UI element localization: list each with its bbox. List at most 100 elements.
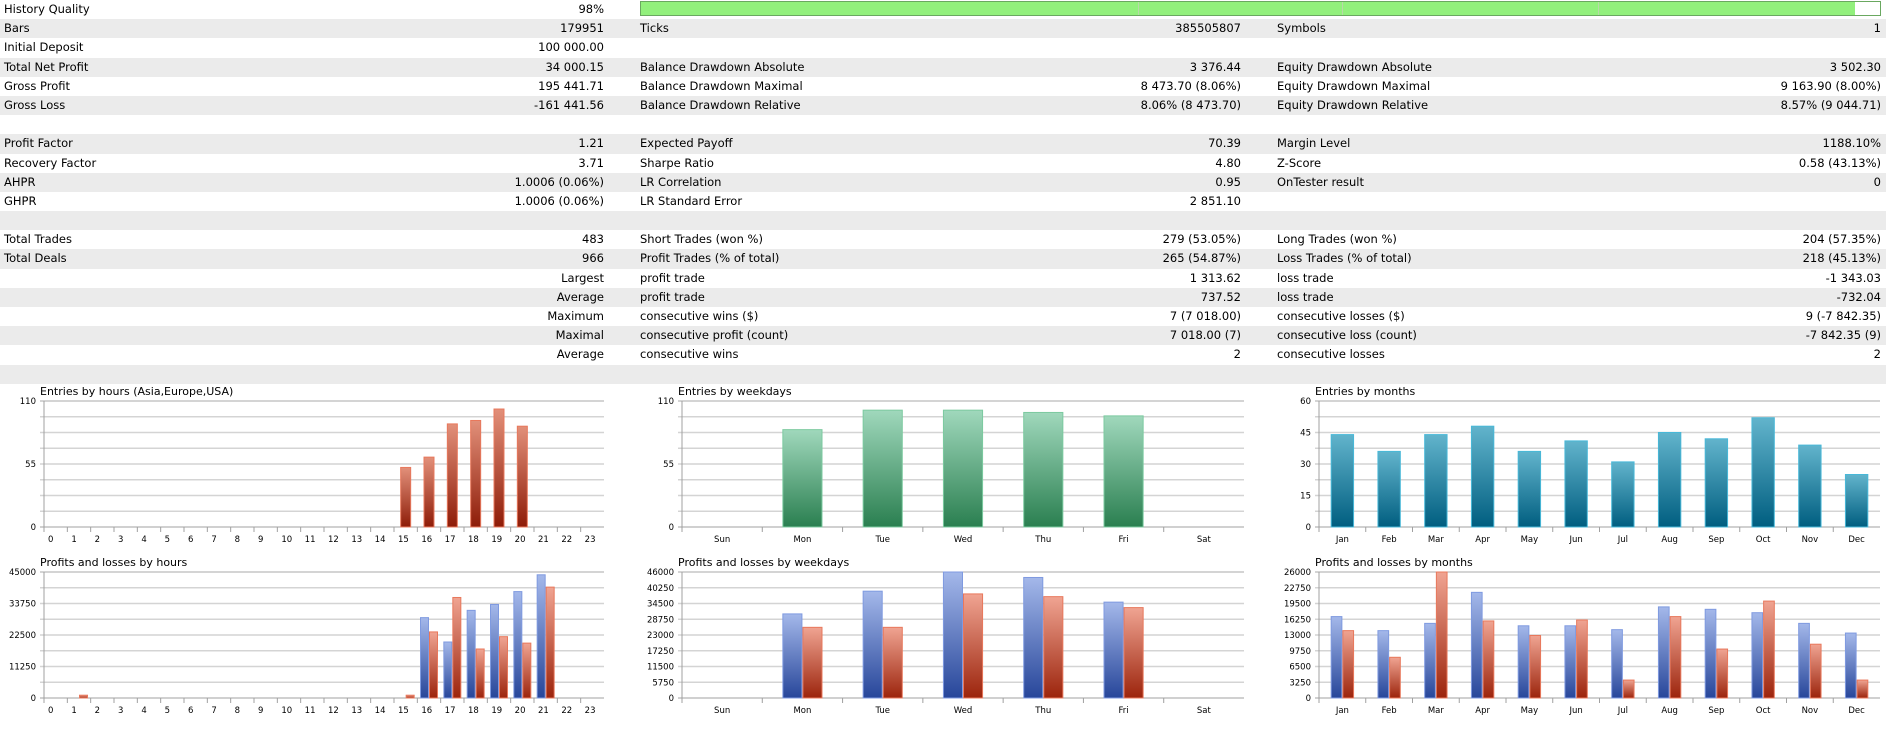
stat-value: 195 441.71	[538, 78, 604, 93]
x-tick-label: 14	[375, 706, 386, 716]
chart-title: Entries by hours (Asia,Europe,USA)	[40, 385, 234, 398]
stat-label: Balance Drawdown Relative	[640, 97, 801, 112]
x-tick-label: Dec	[1848, 535, 1865, 545]
x-tick-label: Thu	[1034, 535, 1051, 545]
x-tick-label: Tue	[874, 535, 890, 545]
stat-value: 1.0006 (0.06%)	[514, 174, 604, 189]
bar-losses-thu	[1043, 596, 1064, 699]
stat-label: Balance Drawdown Maximal	[640, 78, 803, 93]
x-tick-label: 13	[351, 535, 362, 545]
x-tick-label: 15	[398, 706, 409, 716]
chart-entries-by-hours: Entries by hours (Asia,Europe,USA) 110 55 0…	[0, 384, 610, 554]
x-tick-label: Sun	[714, 706, 730, 716]
x-tick-label: Feb	[1382, 706, 1397, 716]
stat-value: 966	[582, 251, 604, 266]
x-tick-label: 6	[188, 535, 193, 545]
bar-profits-dec	[1844, 632, 1857, 699]
x-tick-label: 1	[71, 706, 76, 716]
x-tick-label: Oct	[1756, 706, 1771, 716]
stat-value: 0.58 (43.13%)	[1798, 155, 1881, 170]
row-history-quality: History Quality 98%	[0, 0, 1886, 19]
y-tick-label: 40250	[647, 584, 674, 594]
bar-profits-aug	[1657, 606, 1670, 699]
bar-profits-feb	[1377, 630, 1390, 699]
y-tick-label: 34500	[647, 600, 674, 610]
bar-losses-15	[405, 694, 415, 699]
x-tick-label: 11	[305, 535, 316, 545]
x-tick-label: 21	[538, 535, 549, 545]
x-tick-label: 5	[165, 706, 170, 716]
stats-row: Gross Loss -161 441.56 Balance Drawdown Re…	[0, 95, 1886, 116]
stat-label: GHPR	[4, 193, 37, 208]
bar-entries-mon	[782, 429, 823, 528]
y-tick-label: 0	[1306, 694, 1311, 704]
x-tick-label: May	[1521, 535, 1539, 545]
x-tick-label: 0	[48, 535, 53, 545]
x-tick-label: 3	[118, 706, 123, 716]
y-tick-label: 26000	[1284, 568, 1311, 578]
x-tick-label: 5	[165, 535, 170, 545]
stat-value: Average	[556, 289, 604, 304]
stat-label: Long Trades (won %)	[1277, 232, 1397, 247]
stat-label: Equity Drawdown Maximal	[1277, 78, 1431, 93]
x-tick-label: Fri	[1119, 706, 1129, 716]
bar-profits-apr	[1470, 591, 1483, 699]
bar-entries-may	[1517, 450, 1542, 528]
x-tick-label: 9	[258, 535, 263, 545]
x-tick-label: Dec	[1848, 706, 1865, 716]
y-tick-label: 15	[1300, 492, 1311, 502]
bar-entries-20	[516, 425, 528, 528]
stat-label: Gross Profit	[4, 78, 71, 93]
stat-value: 9 (-7 842.35)	[1805, 309, 1881, 323]
x-tick-label: 10	[281, 535, 292, 545]
bar-profits-mar	[1424, 622, 1436, 699]
bar-entries-sep	[1704, 438, 1729, 528]
stats-row: Total Deals 966 Profit Trades (% of total)…	[0, 249, 1886, 269]
bar-profits-19	[490, 603, 499, 699]
chart-profits-losses-by-months: Profits and losses by months 26000 22750 19…	[1277, 555, 1886, 730]
stat-value: -732.04	[1836, 289, 1881, 304]
x-tick-label: 20	[515, 535, 526, 545]
y-tick-label: 17250	[647, 647, 674, 657]
stats-rows: Bars 179951 Ticks 385505807 Symbols 1 Initial …	[0, 19, 1886, 384]
x-tick-label: 7	[211, 706, 216, 716]
stat-value: Average	[556, 347, 604, 362]
y-tick-label: 22500	[9, 631, 36, 641]
stat-value: 737.52	[1200, 289, 1241, 304]
x-tick-label: Sat	[1197, 535, 1212, 545]
stat-value: 3 502.30	[1829, 59, 1881, 74]
bar-losses-tue	[882, 626, 903, 699]
x-tick-label: 16	[421, 706, 432, 716]
y-tick-label: 6500	[1289, 663, 1311, 673]
x-tick-label: Mon	[793, 706, 811, 716]
stat-value: 2	[1233, 347, 1241, 362]
stat-value: 3 376.44	[1189, 59, 1241, 74]
stats-row: AHPR 1.0006 (0.06%) LR Correlation 0.95 OnTe…	[0, 172, 1886, 192]
x-tick-label: Jan	[1335, 706, 1349, 716]
stat-label: Margin Level	[1277, 136, 1351, 151]
stat-value: 8.06% (8 473.70)	[1140, 97, 1241, 112]
stat-value: -161 441.56	[534, 97, 604, 112]
stats-row	[0, 211, 1886, 231]
bar-profits-mon	[782, 613, 803, 699]
bar-profits-jun	[1564, 625, 1577, 699]
stat-value: 265 (54.87%)	[1162, 251, 1241, 266]
x-tick-label: 23	[585, 535, 596, 545]
stat-value: 7 018.00 (7)	[1169, 328, 1241, 343]
stat-value: Maximum	[547, 309, 604, 323]
x-tick-label: Mon	[793, 535, 811, 545]
history-quality-fill	[641, 2, 1856, 15]
x-tick-label: Feb	[1382, 535, 1397, 545]
bar-profits-sep	[1704, 608, 1717, 699]
x-tick-label: Jul	[1617, 706, 1628, 716]
stat-label: Total Deals	[4, 251, 67, 266]
bar-entries-tue	[862, 409, 903, 528]
stat-label: profit trade	[640, 289, 705, 304]
x-tick-label: 15	[398, 535, 409, 545]
bar-losses-feb	[1389, 656, 1401, 699]
x-tick-label: Oct	[1756, 535, 1771, 545]
stat-value: -1 343.03	[1825, 270, 1881, 285]
x-tick-label: 19	[491, 706, 502, 716]
x-tick-label: Wed	[954, 535, 973, 545]
